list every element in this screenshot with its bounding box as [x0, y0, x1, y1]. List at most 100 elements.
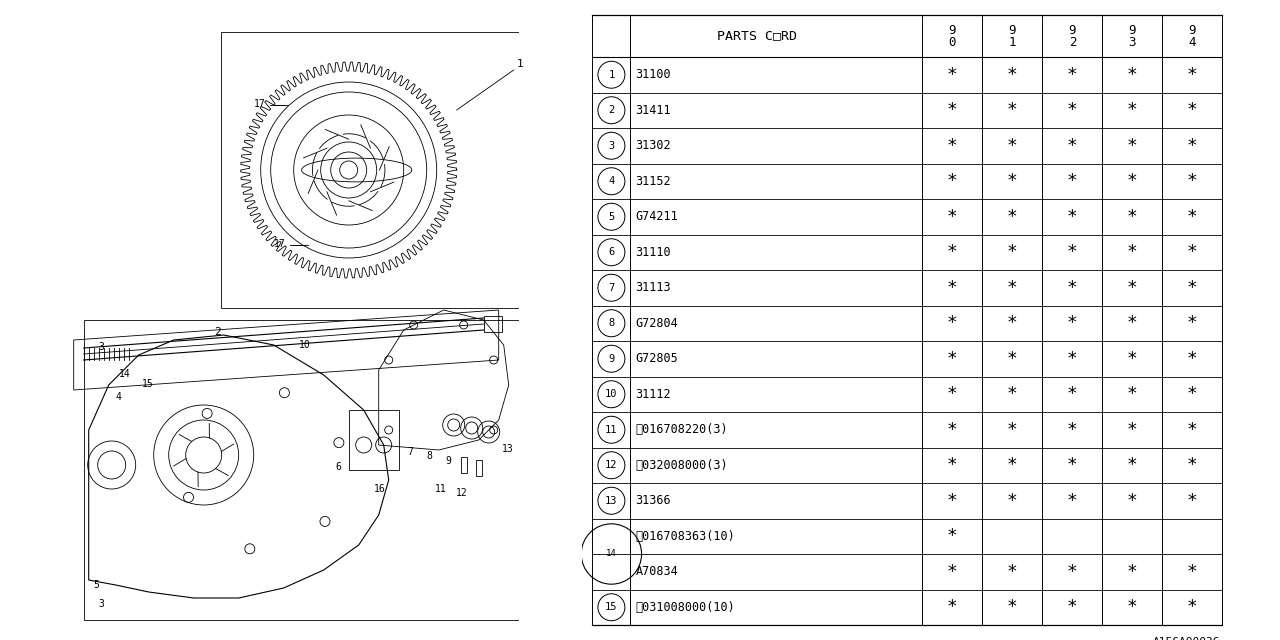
Text: 5: 5 — [93, 580, 100, 590]
Text: *: * — [947, 172, 957, 190]
Text: *: * — [1007, 279, 1018, 297]
Text: *: * — [1068, 172, 1078, 190]
Text: *: * — [1187, 349, 1198, 368]
Text: *: * — [1187, 101, 1198, 119]
Text: *: * — [1007, 137, 1018, 155]
Text: 9: 9 — [1069, 24, 1076, 36]
Text: PARTS C□RD: PARTS C□RD — [717, 29, 797, 42]
Text: 31302: 31302 — [635, 140, 671, 152]
Text: 31110: 31110 — [635, 246, 671, 259]
Text: 5: 5 — [608, 212, 614, 221]
Text: 3: 3 — [99, 599, 105, 609]
Text: 1: 1 — [517, 59, 524, 69]
Text: 3: 3 — [608, 141, 614, 151]
Text: Ⓑ016708363(10): Ⓑ016708363(10) — [635, 530, 735, 543]
Text: *: * — [947, 349, 957, 368]
Text: Ⓦ032008000(3): Ⓦ032008000(3) — [635, 459, 728, 472]
Bar — [476, 460, 481, 476]
Text: *: * — [947, 243, 957, 261]
Text: *: * — [1068, 420, 1078, 439]
Text: *: * — [947, 208, 957, 226]
Text: 12: 12 — [456, 488, 467, 498]
Text: *: * — [947, 385, 957, 403]
Text: *: * — [1068, 243, 1078, 261]
Text: 12: 12 — [605, 460, 618, 470]
Text: 0: 0 — [948, 35, 956, 49]
Text: *: * — [1126, 101, 1138, 119]
Text: Ⓑ016708220(3): Ⓑ016708220(3) — [635, 423, 728, 436]
Text: *: * — [1007, 349, 1018, 368]
Text: *: * — [1068, 492, 1078, 509]
Text: 17: 17 — [253, 99, 265, 109]
Text: *: * — [1187, 66, 1198, 84]
Text: *: * — [1068, 598, 1078, 616]
Bar — [484, 316, 502, 332]
Text: G72804: G72804 — [635, 317, 678, 330]
Text: 31411: 31411 — [635, 104, 671, 116]
Text: *: * — [1007, 492, 1018, 509]
Text: 31113: 31113 — [635, 281, 671, 294]
Text: *: * — [1187, 243, 1198, 261]
Text: *: * — [1126, 349, 1138, 368]
Text: 9: 9 — [948, 24, 956, 36]
Text: 2: 2 — [1069, 35, 1076, 49]
Text: 11: 11 — [435, 484, 447, 494]
Text: 14: 14 — [119, 369, 131, 379]
Text: 7: 7 — [608, 283, 614, 292]
Text: 14: 14 — [605, 550, 617, 559]
Text: *: * — [1126, 243, 1138, 261]
Text: *: * — [1007, 314, 1018, 332]
Text: *: * — [1187, 279, 1198, 297]
Text: 8: 8 — [426, 451, 433, 461]
Text: *: * — [1007, 420, 1018, 439]
Text: *: * — [1068, 314, 1078, 332]
Text: *: * — [1126, 137, 1138, 155]
Text: *: * — [1068, 208, 1078, 226]
Text: G72805: G72805 — [635, 352, 678, 365]
Text: *: * — [947, 420, 957, 439]
Text: 8: 8 — [608, 318, 614, 328]
Text: *: * — [1187, 385, 1198, 403]
Text: Ⓦ031008000(10): Ⓦ031008000(10) — [635, 601, 735, 614]
Text: *: * — [1126, 314, 1138, 332]
Text: *: * — [1068, 137, 1078, 155]
Text: 13: 13 — [502, 444, 513, 454]
Text: *: * — [1126, 208, 1138, 226]
Text: 6: 6 — [608, 247, 614, 257]
Text: 3: 3 — [99, 342, 105, 352]
Text: *: * — [1126, 66, 1138, 84]
Text: *: * — [947, 314, 957, 332]
Text: *: * — [1007, 208, 1018, 226]
Text: 2: 2 — [214, 327, 220, 337]
Text: 9: 9 — [445, 456, 452, 466]
Text: *: * — [947, 137, 957, 155]
Text: 3: 3 — [1129, 35, 1137, 49]
Text: 16: 16 — [374, 484, 385, 494]
Text: *: * — [1007, 66, 1018, 84]
Text: 4: 4 — [608, 176, 614, 186]
Text: 10: 10 — [298, 340, 311, 350]
Text: 1: 1 — [608, 70, 614, 80]
Text: *: * — [1187, 456, 1198, 474]
Text: G74211: G74211 — [635, 211, 678, 223]
Text: *: * — [1007, 563, 1018, 580]
Text: 4: 4 — [1189, 35, 1196, 49]
Text: *: * — [1126, 385, 1138, 403]
Text: *: * — [1007, 243, 1018, 261]
Text: *: * — [1068, 349, 1078, 368]
Text: 9: 9 — [608, 354, 614, 364]
Text: 15: 15 — [605, 602, 618, 612]
Text: *: * — [1007, 598, 1018, 616]
Text: *: * — [1007, 456, 1018, 474]
Text: *: * — [947, 527, 957, 545]
Text: 4: 4 — [115, 392, 122, 402]
Text: *: * — [947, 66, 957, 84]
Text: *: * — [1187, 208, 1198, 226]
Text: 7: 7 — [408, 447, 413, 457]
Text: *: * — [1187, 172, 1198, 190]
Text: 2: 2 — [608, 105, 614, 115]
Text: 31152: 31152 — [635, 175, 671, 188]
Text: *: * — [947, 563, 957, 580]
Text: *: * — [1187, 314, 1198, 332]
Text: 6: 6 — [335, 462, 342, 472]
